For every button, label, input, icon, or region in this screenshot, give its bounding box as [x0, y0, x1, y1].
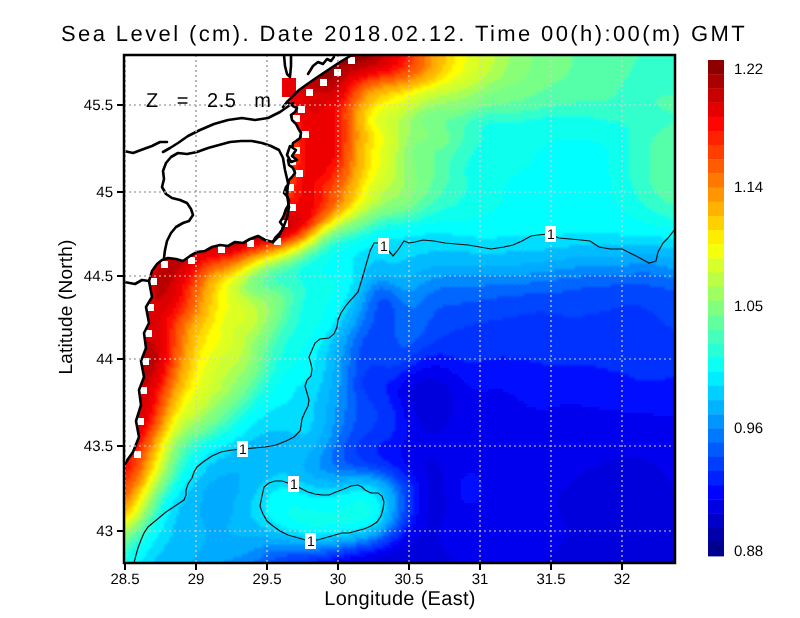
svg-text:31: 31 — [472, 571, 489, 588]
svg-text:1: 1 — [290, 476, 298, 492]
svg-text:1.22: 1.22 — [734, 61, 763, 78]
svg-text:43.5: 43.5 — [84, 438, 113, 455]
svg-text:45.5: 45.5 — [84, 97, 113, 114]
svg-text:1: 1 — [307, 533, 315, 549]
svg-text:1.14: 1.14 — [734, 179, 763, 196]
svg-text:30: 30 — [330, 571, 347, 588]
svg-text:Longitude (East): Longitude (East) — [324, 588, 476, 610]
svg-text:32: 32 — [614, 571, 631, 588]
svg-text:44: 44 — [96, 351, 113, 368]
svg-text:1: 1 — [239, 441, 247, 457]
svg-text:44.5: 44.5 — [84, 268, 113, 285]
svg-text:29.5: 29.5 — [252, 571, 281, 588]
svg-text:0.88: 0.88 — [734, 543, 763, 560]
svg-text:31.5: 31.5 — [536, 571, 565, 588]
svg-text:Latitude (North): Latitude (North) — [56, 239, 77, 374]
svg-text:43: 43 — [96, 523, 113, 540]
svg-text:29: 29 — [188, 571, 205, 588]
svg-text:45: 45 — [96, 184, 113, 201]
svg-text:1: 1 — [380, 238, 388, 254]
svg-text:28.5: 28.5 — [110, 571, 139, 588]
svg-text:Z = 2.5 m: Z = 2.5 m — [146, 90, 272, 112]
svg-text:Sea Level (cm). Date 2018.02.1: Sea Level (cm). Date 2018.02.12. Time 00… — [61, 21, 747, 46]
svg-text:0.96: 0.96 — [734, 420, 763, 437]
svg-text:30.5: 30.5 — [394, 571, 423, 588]
svg-text:1.05: 1.05 — [734, 298, 763, 315]
svg-text:1: 1 — [547, 226, 555, 242]
